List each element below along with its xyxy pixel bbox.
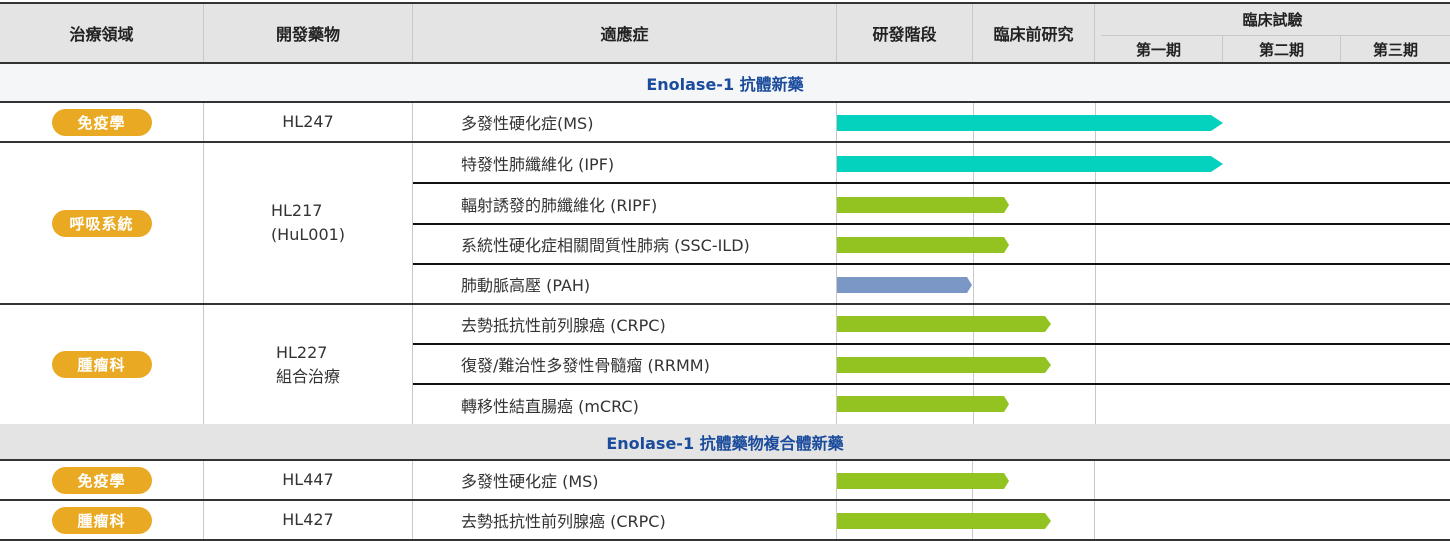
drug-alias: (HuL001) xyxy=(270,225,346,244)
header-clinical: 臨床試驗 xyxy=(1242,10,1303,29)
header-stage: 研發階段 xyxy=(837,4,973,62)
drug-name: HL247 xyxy=(282,112,334,131)
indication-label: 特發性肺纖維化 (IPF) xyxy=(413,143,837,182)
progress-bar-preclinical xyxy=(837,237,1009,253)
stage-divider xyxy=(1095,184,1096,223)
therapeutic-area-cell: 腫瘤科 xyxy=(0,305,204,424)
pipeline-group: 呼吸系統 HL217 (HuL001) 特發性肺纖維化 (IPF) 輻射誘發的肺… xyxy=(0,143,1450,305)
header-phase1: 第一期 xyxy=(1135,40,1181,59)
indication-row: 多發性硬化症(MS) xyxy=(413,103,1450,141)
drug-cell: HL447 xyxy=(204,461,413,499)
header-indication: 適應症 xyxy=(413,4,837,62)
drug-cell: HL427 xyxy=(204,501,413,539)
drug-cell: HL227 組合治療 xyxy=(204,305,413,424)
indication-row: 系統性硬化症相關間質性肺病 (SSC-ILD) xyxy=(413,225,1450,265)
stage-divider xyxy=(1095,345,1096,383)
drug-cell: HL217 (HuL001) xyxy=(204,143,413,303)
indication-label: 肺動脈高壓 (PAH) xyxy=(413,265,837,303)
therapeutic-area-cell: 免疫學 xyxy=(0,103,204,141)
stage-divider xyxy=(1094,461,1095,499)
therapeutic-area-badge: 腫瘤科 xyxy=(51,506,152,534)
section-header-adc: Enolase-1 抗體藥物複合體新藥 xyxy=(0,424,1450,461)
progress-bar-preclinical xyxy=(837,396,1009,412)
indication-row: 復發/難治性多發性骨髓瘤 (RRMM) xyxy=(413,345,1450,385)
header-phase2: 第二期 xyxy=(1222,36,1340,62)
drug-note: 組合治療 xyxy=(275,366,340,386)
pipeline-group: 免疫學 HL447 多發性硬化症 (MS) xyxy=(0,461,1450,501)
therapeutic-area-cell: 呼吸系統 xyxy=(0,143,204,303)
progress-bar-phase2 xyxy=(837,115,1223,131)
table-header: 治療領域 開發藥物 適應症 研發階段 臨床前研究 臨床試驗 第一期 第二期 第三… xyxy=(0,2,1450,64)
progress-bar-discovery xyxy=(837,277,972,293)
progress-bar-preclinical xyxy=(837,513,1051,529)
therapeutic-area-badge: 腫瘤科 xyxy=(51,351,152,378)
indication-row: 多發性硬化症 (MS) xyxy=(413,461,1450,499)
header-clinical-group: 臨床試驗 第一期 第二期 第三期 xyxy=(1095,4,1450,62)
stage-divider xyxy=(1095,225,1096,263)
indication-label: 去勢抵抗性前列腺癌 (CRPC) xyxy=(413,501,837,539)
indication-label: 轉移性結直腸癌 (mCRC) xyxy=(413,385,837,424)
header-drug: 開發藥物 xyxy=(204,4,413,62)
progress-bar-preclinical xyxy=(837,473,1009,489)
indication-row: 轉移性結直腸癌 (mCRC) xyxy=(413,385,1450,424)
drug-name: HL217 xyxy=(270,201,323,220)
indication-label: 輻射誘發的肺纖維化 (RIPF) xyxy=(413,184,837,223)
indication-label: 多發性硬化症 (MS) xyxy=(413,461,837,499)
therapeutic-area-cell: 腫瘤科 xyxy=(0,501,204,539)
therapeutic-area-badge: 免疫學 xyxy=(51,466,152,494)
indication-label: 系統性硬化症相關間質性肺病 (SSC-ILD) xyxy=(413,225,837,263)
header-therapeutic-area: 治療領域 xyxy=(0,4,204,62)
indication-row: 特發性肺纖維化 (IPF) xyxy=(413,143,1450,184)
stage-divider xyxy=(973,265,974,303)
pipeline-group: 免疫學 HL247 多發性硬化症(MS) xyxy=(0,103,1450,143)
header-preclinical: 臨床前研究 xyxy=(973,4,1095,62)
section-header-antibody: Enolase-1 抗體新藥 xyxy=(0,64,1450,103)
drug-name: HL427 xyxy=(282,510,334,529)
indication-row: 去勢抵抗性前列腺癌 (CRPC) xyxy=(413,501,1450,539)
pipeline-group: 腫瘤科 HL427 去勢抵抗性前列腺癌 (CRPC) xyxy=(0,501,1450,541)
indication-label: 去勢抵抗性前列腺癌 (CRPC) xyxy=(413,305,837,343)
indication-row: 去勢抵抗性前列腺癌 (CRPC) xyxy=(413,305,1450,345)
indication-row: 輻射誘發的肺纖維化 (RIPF) xyxy=(413,184,1450,225)
stage-divider xyxy=(1094,501,1095,539)
therapeutic-area-badge: 呼吸系統 xyxy=(51,209,152,237)
drug-name: HL227 xyxy=(275,342,328,362)
stage-divider xyxy=(1095,305,1096,343)
progress-bar-preclinical xyxy=(837,357,1051,373)
therapeutic-area-cell: 免疫學 xyxy=(0,461,204,499)
stage-divider xyxy=(1095,265,1096,303)
indication-row: 肺動脈高壓 (PAH) xyxy=(413,265,1450,303)
progress-bar-preclinical xyxy=(837,316,1051,332)
indication-label: 多發性硬化症(MS) xyxy=(413,103,837,141)
drug-name: HL447 xyxy=(282,470,334,489)
progress-bar-preclinical xyxy=(837,197,1009,213)
therapeutic-area-badge: 免疫學 xyxy=(51,108,152,136)
stage-divider xyxy=(1095,385,1096,424)
header-phase3: 第三期 xyxy=(1340,36,1450,62)
pipeline-group: 腫瘤科 HL227 組合治療 去勢抵抗性前列腺癌 (CRPC) 復發/難治性多發… xyxy=(0,305,1450,424)
indication-label: 復發/難治性多發性骨髓瘤 (RRMM) xyxy=(413,345,837,383)
header-divider xyxy=(1101,35,1450,36)
drug-cell: HL247 xyxy=(204,103,413,141)
progress-bar-phase2 xyxy=(837,156,1223,172)
